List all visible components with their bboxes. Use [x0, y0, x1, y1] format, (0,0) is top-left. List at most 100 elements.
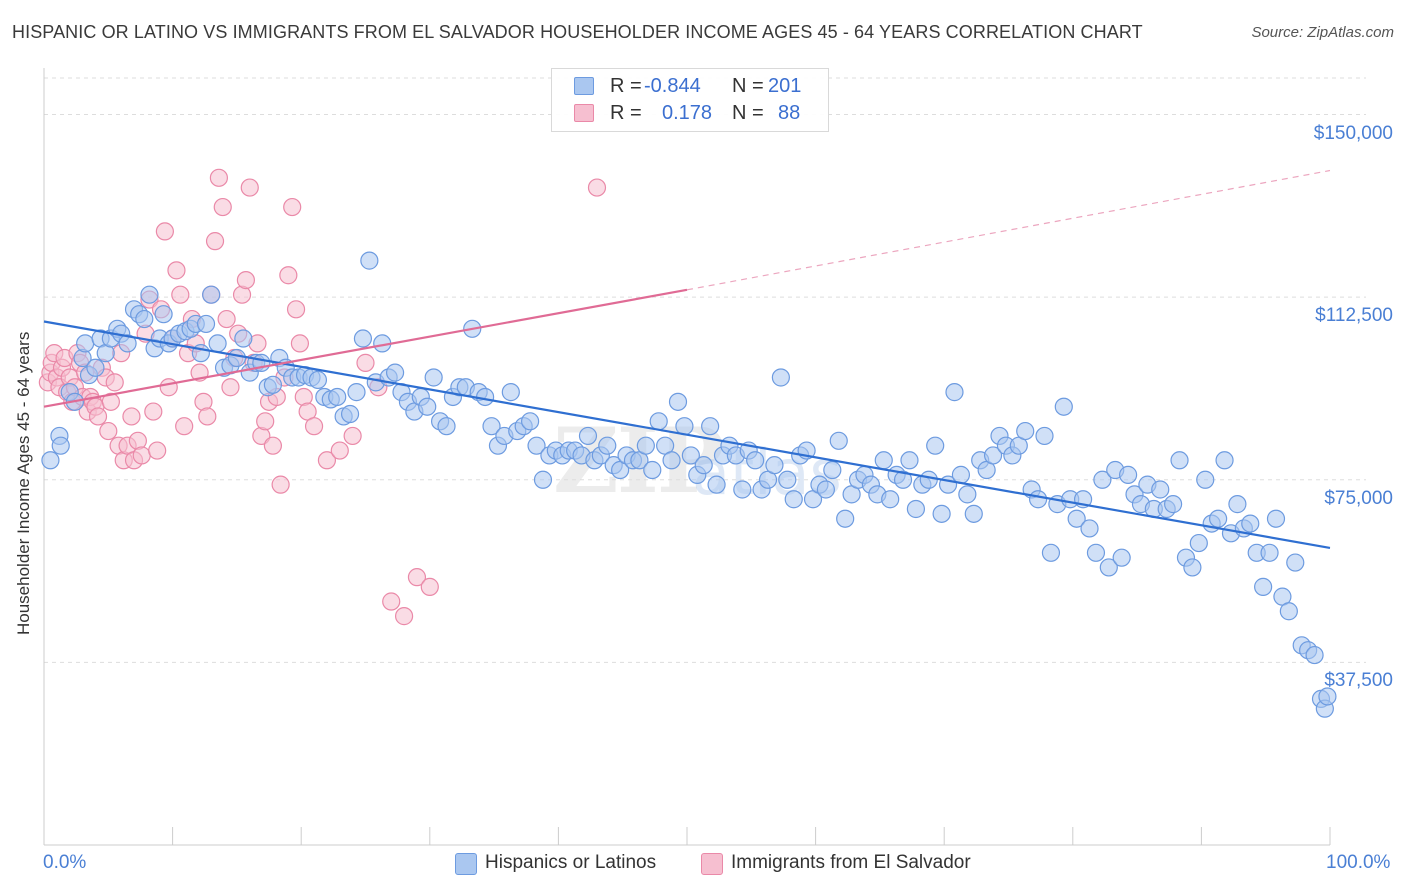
pink-point [101, 392, 120, 411]
blue-point [118, 334, 137, 353]
blue-point [1086, 543, 1106, 562]
blue-point [140, 285, 159, 304]
blue-point [263, 375, 283, 394]
blue-point [482, 417, 501, 436]
pink-point [343, 426, 362, 446]
blue-point [829, 431, 848, 450]
pink-point [240, 178, 259, 197]
y-tick-label: $75,000 [1324, 487, 1393, 509]
legend-n-label: N = [732, 102, 764, 124]
blue-point [418, 397, 437, 416]
blue-point [1305, 645, 1324, 665]
blue-point [196, 314, 216, 334]
blue-point [1099, 558, 1118, 577]
blue-point [1189, 533, 1208, 553]
blue-point [328, 387, 347, 407]
blue-trend-line [43, 320, 1331, 550]
blue-point [964, 504, 983, 523]
blue-point [1279, 602, 1298, 621]
blue-point [51, 436, 70, 455]
pink-point [167, 261, 186, 280]
blue-point [1228, 495, 1247, 514]
pink-point [213, 197, 232, 217]
blue-point [234, 329, 253, 348]
pink-point [155, 222, 174, 241]
blue-point [1318, 687, 1337, 706]
pink-point [283, 197, 302, 217]
blue-point [636, 436, 655, 455]
blue-point [533, 470, 553, 489]
blue-point [1118, 465, 1138, 484]
pink-point [159, 378, 178, 397]
blue-point [701, 417, 720, 436]
blue-point [1183, 558, 1202, 577]
pink-point [407, 568, 427, 587]
legend-r-value: -0.844 [644, 75, 701, 97]
blue-point [771, 368, 790, 387]
blue-point [1151, 480, 1170, 499]
blue-point [385, 363, 405, 382]
blue-point [1215, 451, 1234, 470]
legend-n-value: 201 [768, 75, 802, 97]
blue-point [154, 305, 173, 324]
blue-point [707, 475, 726, 494]
blue-point [475, 387, 495, 407]
blue-point [527, 436, 546, 455]
chart-title: HISPANIC OR LATINO VS IMMIGRANTS FROM EL… [12, 22, 1143, 42]
blue-point [649, 412, 668, 431]
blue-point [1041, 543, 1061, 562]
blue-point [958, 485, 977, 504]
y-tick-label: $37,500 [1324, 670, 1393, 692]
blue-point [1196, 470, 1215, 489]
blue-point [1067, 509, 1086, 528]
blue-point [643, 460, 662, 480]
pink-trend-line [43, 288, 688, 408]
pink-point [209, 168, 228, 187]
blue-point [1028, 490, 1048, 509]
pink-point [330, 441, 349, 460]
pink-point [132, 446, 151, 465]
blue-point [521, 412, 540, 431]
blue-point [208, 334, 227, 353]
legend-n-label: N = [732, 75, 764, 97]
blue-point [900, 451, 919, 470]
blue-point [1035, 426, 1054, 446]
pink-point [88, 407, 108, 426]
blue-point [945, 383, 964, 402]
blue-point [1093, 470, 1112, 489]
pink-point [279, 266, 298, 285]
blue-point [746, 451, 765, 470]
pink-point [394, 607, 414, 626]
legend-r-label: R = [610, 102, 642, 124]
blue-point [893, 470, 913, 489]
pink-point [286, 300, 306, 319]
blue-point [76, 334, 95, 353]
pink-point [317, 451, 337, 470]
blue-point [227, 348, 246, 368]
blue-point [932, 504, 951, 523]
pink-point [236, 270, 256, 290]
bottom-legend-swatch-blue [455, 853, 477, 875]
blue-point [437, 417, 456, 436]
chart-source: Source: ZipAtlas.com [1251, 24, 1394, 41]
blue-point [881, 490, 900, 509]
blue-point [765, 456, 784, 475]
pink-point [382, 592, 401, 611]
blue-point [41, 451, 60, 470]
y-tick-label: $112,500 [1315, 305, 1393, 327]
blue-point [202, 285, 221, 304]
pink-point [420, 577, 439, 596]
pink-point [356, 353, 375, 372]
blue-point [1209, 509, 1228, 528]
y-axis-label: Householder Income Ages 45 - 64 years [14, 331, 33, 635]
blue-point [1286, 553, 1305, 572]
trend-lines [43, 169, 1331, 550]
blue-point [823, 460, 842, 480]
blue-point [836, 509, 855, 528]
blue-point [1080, 519, 1099, 538]
pink-point [175, 417, 194, 436]
pink-point [290, 334, 310, 353]
legend-n-value: 88 [778, 102, 801, 124]
blue-point [816, 480, 835, 499]
correlation-legend: R = -0.844 N = 201 R = 0.178 N = 88 [551, 68, 829, 132]
